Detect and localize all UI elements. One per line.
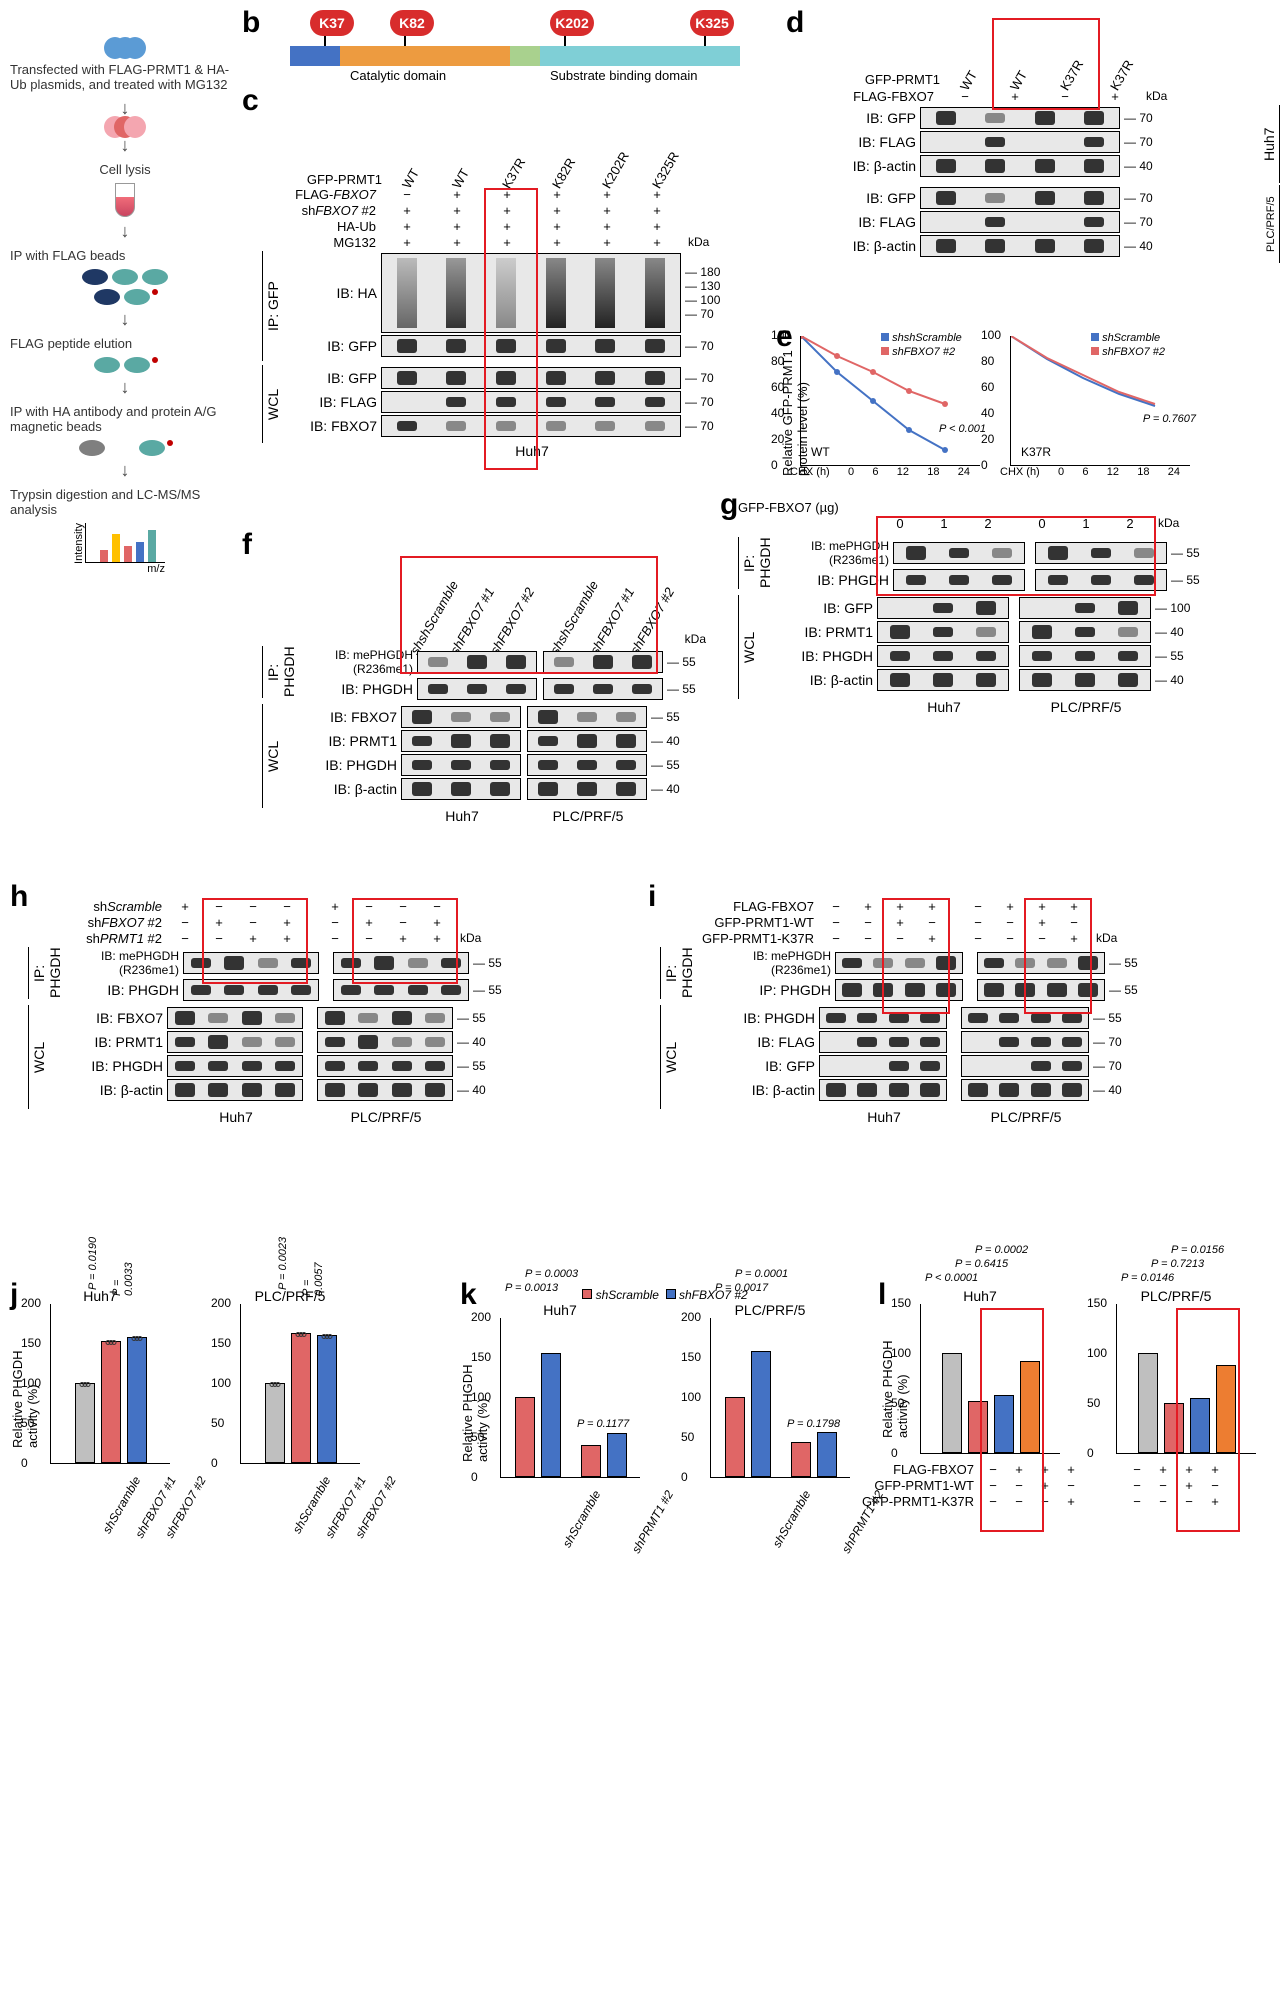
panel-label-i: i xyxy=(648,880,656,914)
workflow-step: Transfected with FLAG-PRMT1 & HA-Ub plas… xyxy=(10,62,240,92)
k-badge: K325 xyxy=(690,10,734,36)
panel-label-c: c xyxy=(242,84,259,118)
blot-ha xyxy=(381,253,681,333)
panel-d: GFP-PRMT1 WT WT K37R K37R FLAG-FBXO7 −+−… xyxy=(800,18,1280,263)
workflow-step: Cell lysis xyxy=(10,162,240,177)
tube-icon xyxy=(115,183,135,217)
panel-label-j: j xyxy=(10,1278,18,1312)
workflow-diagram: Transfected with FLAG-PRMT1 & HA-Ub plas… xyxy=(10,40,240,604)
k-badge: K82 xyxy=(390,10,434,36)
panel-label-k: k xyxy=(460,1278,477,1312)
workflow-step: IP with HA antibody and protein A/G magn… xyxy=(10,404,240,434)
workflow-step: FLAG peptide elution xyxy=(10,336,240,351)
panel-f: shshScramble shFBXO7 #1 shFBXO7 #2 shshS… xyxy=(262,556,732,824)
panel-label-f: f xyxy=(242,528,252,562)
panel-j: Huh7 Relative PHGDH activity (%) 0501001… xyxy=(30,1288,360,1544)
panel-c: GFP-PRMT1 WT WT K37R K82R K202R K325R FL… xyxy=(262,96,782,459)
panel-l: Huh7 Relative PHGDH activity (%) 0501001… xyxy=(900,1288,1256,1510)
ms-spectrum-icon xyxy=(85,523,165,563)
k-badge: K37 xyxy=(310,10,354,36)
workflow-step: Trypsin digestion and LC-MS/MS analysis xyxy=(10,487,240,517)
panel-label-b: b xyxy=(242,6,260,40)
panel-label-g: g xyxy=(720,488,738,522)
domain-diagram: K37 K82 K202 K325 Catalytic domain Subst… xyxy=(290,14,750,84)
panel-e: Relative GFP-PRMT1 protein level (%) shs… xyxy=(800,336,1190,478)
panel-label-h: h xyxy=(10,880,28,914)
panel-k: shScramble shFBXO7 #2 Huh7 Relative PHGD… xyxy=(480,1288,850,1558)
panel-i: FLAG-FBXO7−+++−+++ GFP-PRMT1-WT−−+−−−+− … xyxy=(660,898,1280,1125)
workflow-step: IP with FLAG beads xyxy=(10,248,240,263)
cond-rows: FLAG-FBXO7 −+++++ shFBXO7 #2 ++++++ HA-U… xyxy=(262,187,782,250)
panel-g: GFP-FBXO7 (µg) 012 012 kDa IP: PHGDH IB:… xyxy=(738,500,1278,715)
k-badge: K202 xyxy=(550,10,594,36)
panel-h: shScramble+−−−+−−− shFBXO7 #2−+−+−+−+ sh… xyxy=(28,898,648,1125)
panel-label-l: l xyxy=(878,1278,886,1312)
